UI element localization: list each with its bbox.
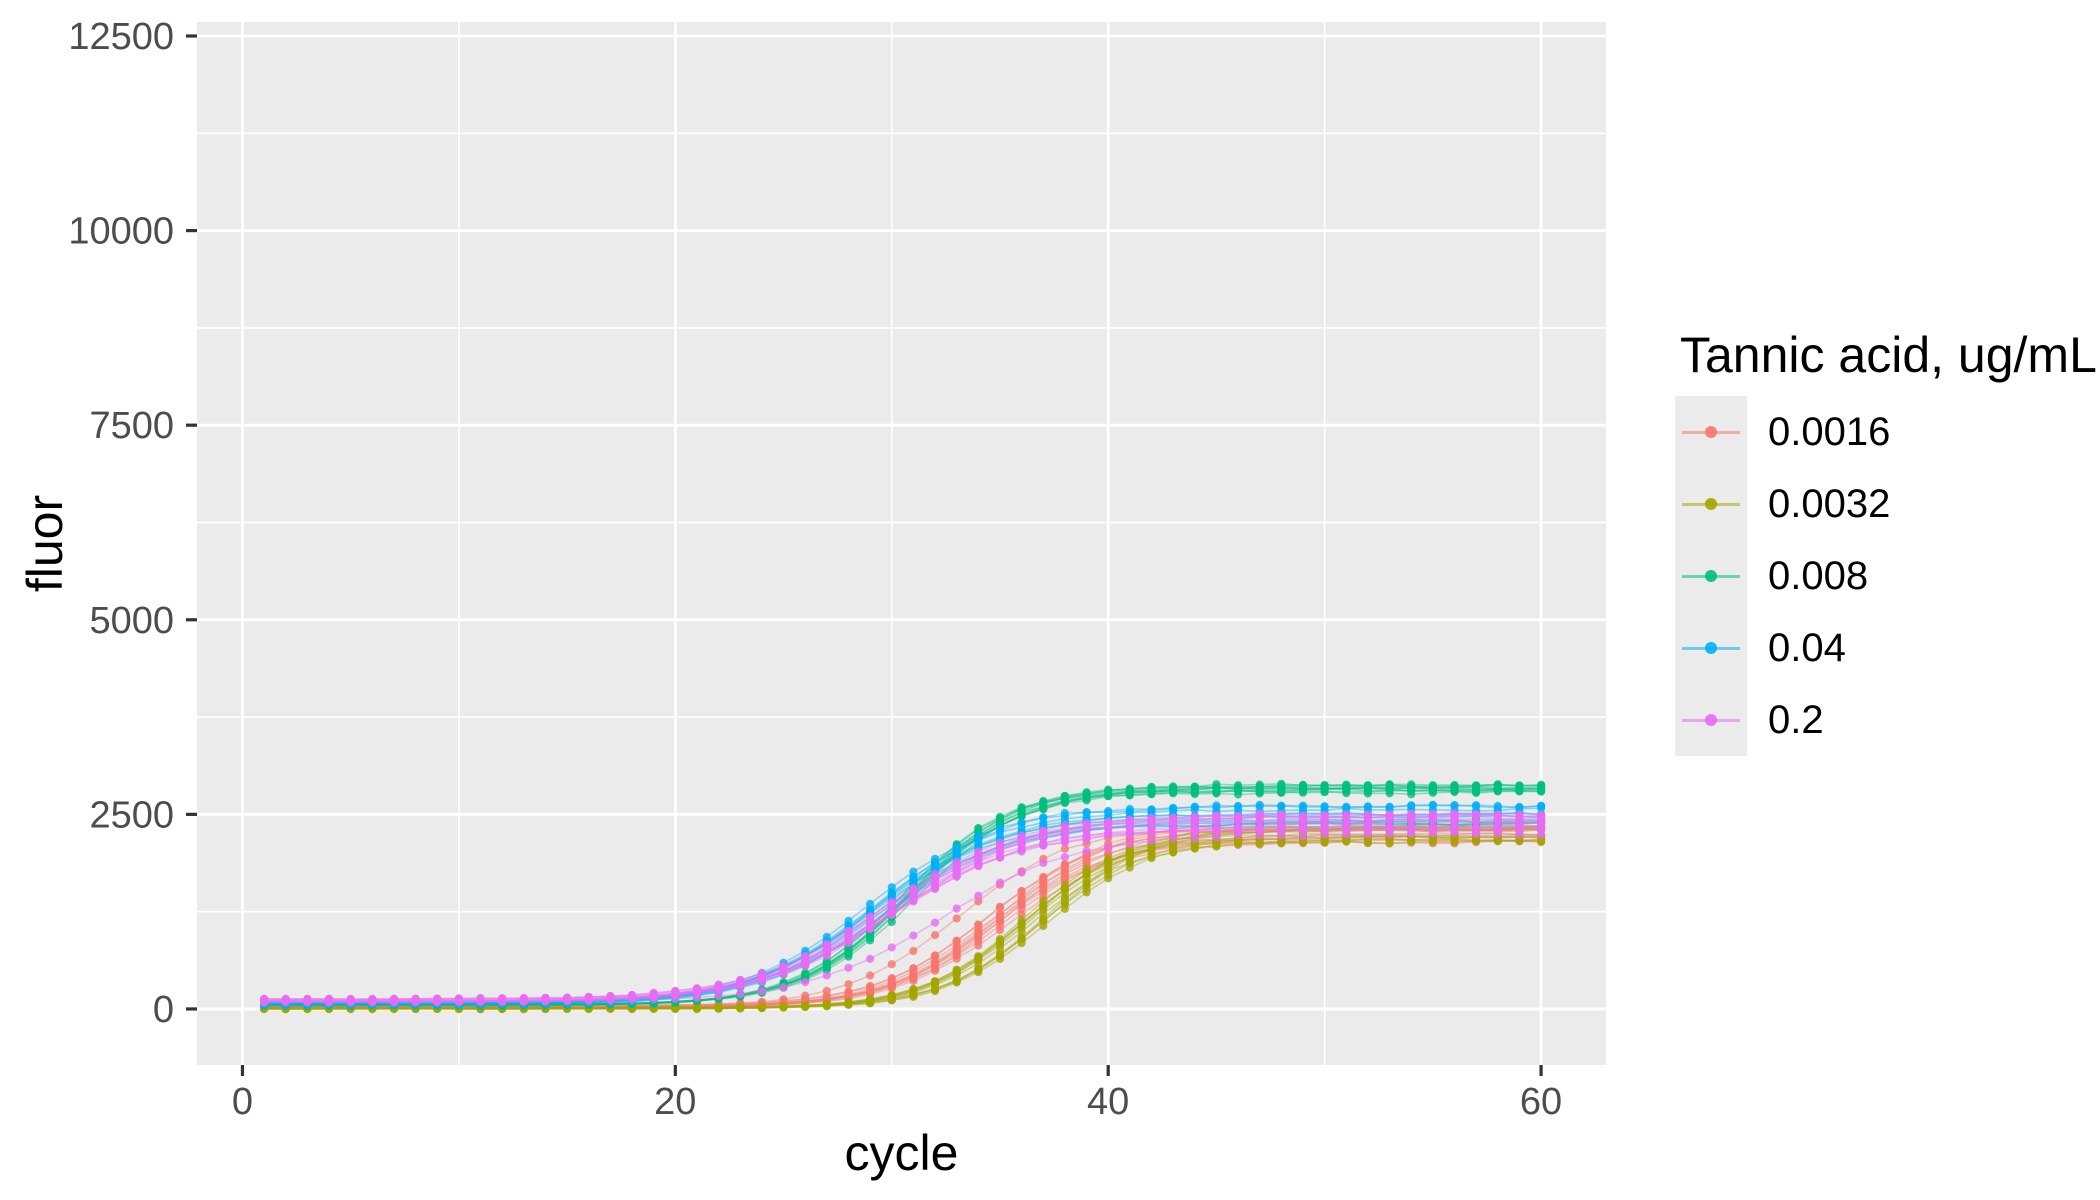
legend: Tannic acid, ug/mL 0.0016 0.0032 0.008 0…	[1675, 327, 2097, 756]
axis-ticks	[186, 34, 1543, 1076]
svg-text:0: 0	[153, 989, 174, 1031]
legend-item-0.0032: 0.0032	[1675, 468, 2095, 540]
series-0.2	[260, 809, 1546, 1007]
legend-label: 0.0032	[1768, 481, 1891, 526]
legend-items: 0.0016 0.0032 0.008 0.04 0.2	[1675, 396, 2095, 756]
svg-text:10000: 10000	[68, 211, 174, 253]
svg-text:0: 0	[232, 1081, 253, 1123]
legend-item-0.04: 0.04	[1675, 612, 2095, 684]
legend-item-0.2: 0.2	[1675, 684, 2095, 756]
svg-text:7500: 7500	[89, 405, 174, 447]
svg-text:20: 20	[654, 1081, 696, 1123]
legend-key-swatch	[1675, 612, 1747, 684]
legend-key-swatch	[1675, 540, 1747, 612]
legend-title: Tannic acid, ug/mL	[1680, 327, 2097, 383]
legend-item-0.0016: 0.0016	[1675, 396, 2095, 468]
legend-item-0.008: 0.008	[1675, 540, 2095, 612]
svg-text:2500: 2500	[89, 794, 174, 836]
y-axis-title: fluor	[17, 495, 73, 592]
legend-key-swatch	[1675, 684, 1747, 756]
legend-key-swatch	[1675, 468, 1747, 540]
axis-tick-labels: 0 20 40 60 0 2500 5000 7500 10000 12500	[68, 16, 1562, 1123]
svg-text:40: 40	[1087, 1081, 1129, 1123]
plot-panel	[197, 22, 1606, 1065]
legend-label: 0.008	[1768, 553, 1869, 598]
legend-label: 0.04	[1768, 625, 1846, 670]
legend-label: 0.0016	[1768, 409, 1891, 454]
svg-text:60: 60	[1520, 1081, 1562, 1123]
legend-key-swatch	[1675, 396, 1747, 468]
legend-label: 0.2	[1768, 697, 1824, 742]
svg-text:12500: 12500	[68, 16, 174, 58]
svg-text:5000: 5000	[89, 600, 174, 642]
x-axis-title: cycle	[845, 1125, 959, 1181]
